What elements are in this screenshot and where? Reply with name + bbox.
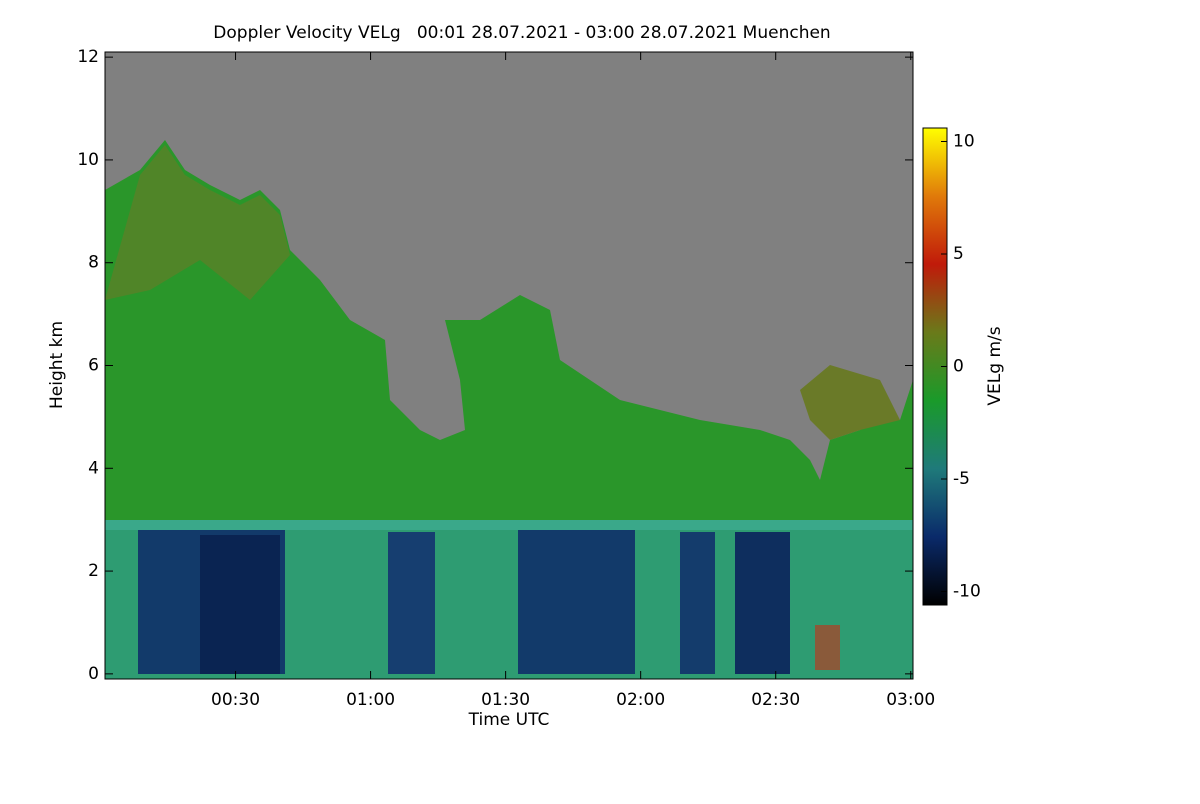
colorbar-tick-label: -10	[953, 582, 981, 602]
colorbar-tick-label: 10	[953, 132, 975, 152]
y-tick-label: 10	[77, 150, 99, 170]
x-axis-label: Time UTC	[468, 710, 550, 730]
y-tick-label: 0	[88, 664, 99, 684]
colorbar-tick-label: 0	[953, 357, 964, 377]
heatmap-image	[105, 52, 913, 679]
colorbar-label: VELg m/s	[985, 326, 1005, 405]
x-tick-label: 01:00	[346, 690, 395, 710]
y-axis-label: Height km	[47, 321, 67, 409]
y-tick-label: 8	[88, 253, 99, 273]
chart-title: Doppler Velocity VELg 00:01 28.07.2021 -…	[213, 23, 830, 43]
x-tick-label: 00:30	[211, 690, 260, 710]
colorbar-tick-label: 5	[953, 244, 964, 264]
x-tick-label: 01:30	[481, 690, 530, 710]
y-tick-label: 2	[88, 561, 99, 581]
colorbar-tick-label: -5	[953, 469, 970, 489]
y-tick-label: 6	[88, 356, 99, 376]
x-tick-label: 02:00	[616, 690, 665, 710]
y-tick-label: 12	[77, 47, 99, 67]
x-tick-label: 02:30	[751, 690, 800, 710]
x-tick-label: 03:00	[886, 690, 935, 710]
y-tick-label: 4	[88, 458, 99, 478]
